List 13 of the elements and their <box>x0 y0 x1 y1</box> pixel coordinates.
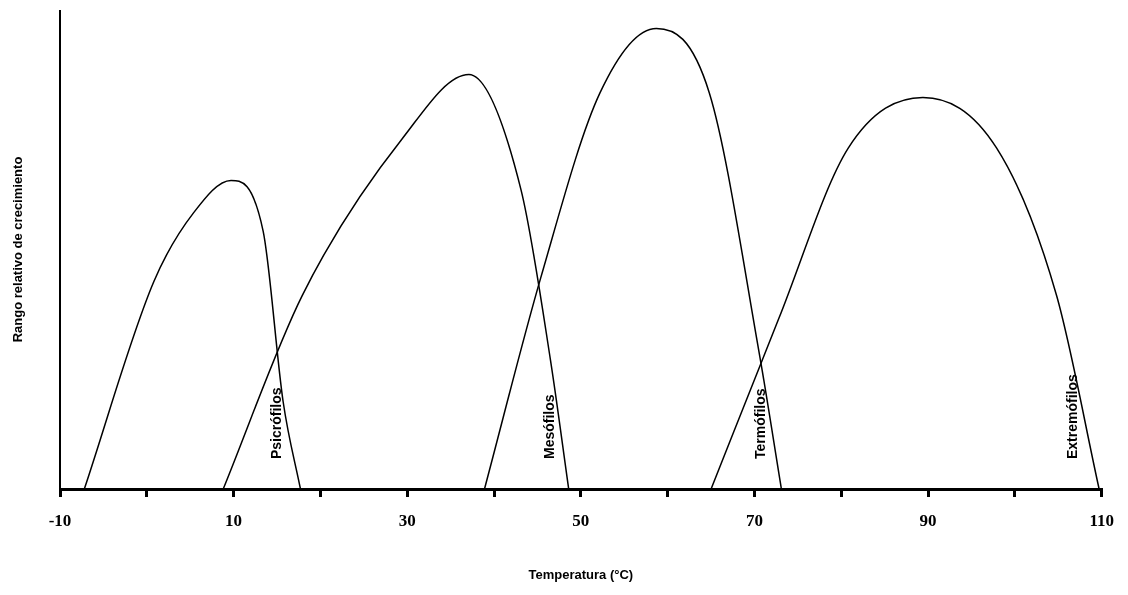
x-tick-label: 110 <box>1089 510 1114 530</box>
text: Psicrófilos <box>268 387 285 459</box>
x-axis-title: Temperatura (°C) <box>528 566 634 582</box>
y-axis-title: Rango relativo de crecimiento <box>9 156 25 343</box>
x-tick-label: -10 <box>48 510 72 530</box>
x-tick-label: 10 <box>225 510 243 530</box>
text: Termófilos <box>751 388 768 459</box>
text: Extremófilos <box>1064 373 1081 459</box>
x-tick-label: 90 <box>919 510 937 530</box>
x-tick-label: 30 <box>398 510 416 530</box>
x-tick-label: 50 <box>572 510 590 530</box>
x-tick-label: 70 <box>745 510 763 530</box>
text: Mesófilos <box>540 394 557 459</box>
